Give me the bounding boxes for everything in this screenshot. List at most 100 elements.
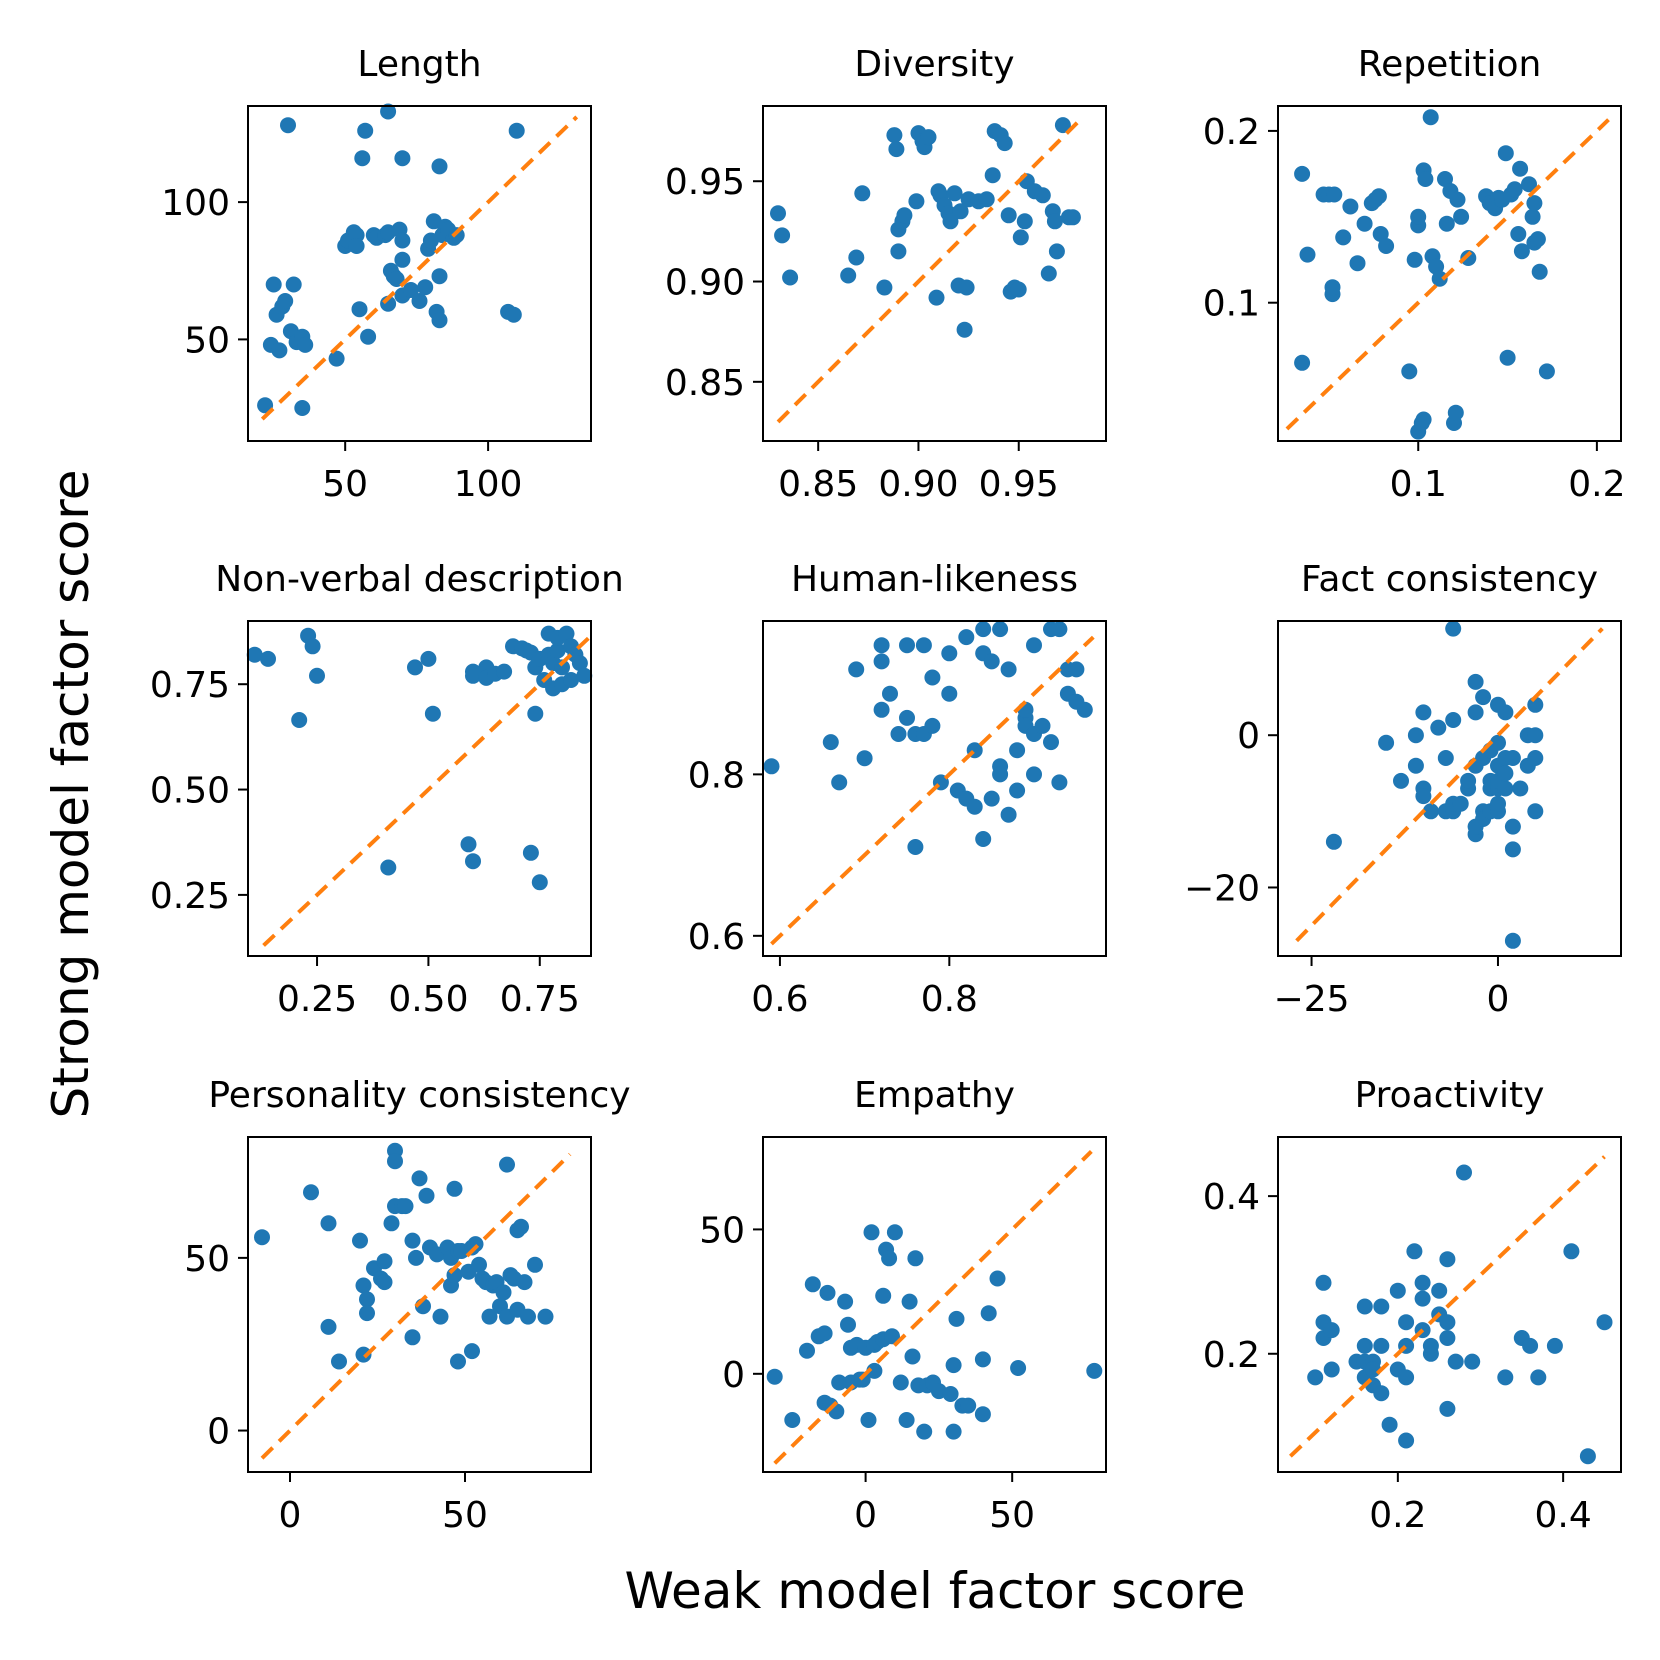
scatter-point bbox=[1452, 795, 1469, 812]
scatter-point bbox=[481, 1308, 498, 1325]
subplot-0: Length 50 100 50 100 bbox=[161, 44, 592, 505]
scatter-point bbox=[376, 1274, 393, 1291]
y-tick-label: 100 bbox=[161, 183, 230, 224]
scatter-points bbox=[1325, 620, 1544, 949]
scatter-point bbox=[411, 1170, 428, 1187]
scatter-point bbox=[958, 279, 975, 296]
scatter-point bbox=[1579, 1448, 1596, 1465]
scatter-point bbox=[989, 1270, 1006, 1287]
subplot-4: Human-likeness 0.6 0.8 0.6 0.8 bbox=[688, 559, 1107, 1020]
scatter-point bbox=[1342, 198, 1359, 215]
subplot-7: Empathy 0 50 0 50 bbox=[699, 1075, 1107, 1536]
scatter-point bbox=[558, 625, 575, 642]
x-tick-label: 50 bbox=[989, 1495, 1035, 1536]
scatter-point bbox=[952, 203, 969, 220]
scatter-point bbox=[1521, 176, 1537, 193]
scatter-point bbox=[1026, 766, 1042, 783]
scatter-point bbox=[1040, 265, 1057, 282]
x-tick-label: 0.1 bbox=[1390, 464, 1447, 505]
scatter-point bbox=[1349, 255, 1366, 272]
scatter-point bbox=[1398, 1314, 1415, 1331]
scatter-point bbox=[1504, 750, 1521, 766]
scatter-point bbox=[328, 350, 345, 367]
x-tick-label: 0 bbox=[854, 1495, 877, 1536]
y-tick-label: 0.1 bbox=[1203, 284, 1260, 325]
subplot-title: Empathy bbox=[854, 1075, 1015, 1116]
scatter-point bbox=[450, 1353, 466, 1370]
scatter-point bbox=[1499, 349, 1516, 366]
y-tick-label: 0.25 bbox=[150, 876, 230, 917]
scatter-point bbox=[271, 342, 288, 359]
scatter-point bbox=[303, 1184, 319, 1201]
scatter-point bbox=[360, 328, 377, 345]
scatter-point bbox=[1064, 209, 1081, 226]
scatter-point bbox=[424, 705, 441, 722]
scatter-point bbox=[854, 185, 871, 202]
scatter-point bbox=[966, 798, 983, 815]
scatter-point bbox=[1398, 1432, 1415, 1449]
axes-frame bbox=[1277, 1136, 1622, 1473]
scatter-point bbox=[1365, 1361, 1381, 1378]
scatter-point bbox=[945, 1423, 962, 1440]
scatter-point bbox=[840, 1316, 856, 1333]
y-tick-label: 0 bbox=[1237, 716, 1260, 757]
scatter-point bbox=[907, 1250, 924, 1267]
scatter-point bbox=[1497, 1369, 1514, 1386]
scatter-point bbox=[890, 726, 907, 742]
scatter-point bbox=[1512, 780, 1529, 797]
scatter-point bbox=[1453, 208, 1470, 225]
scatter-point bbox=[387, 1153, 403, 1170]
scatter-point bbox=[1407, 757, 1424, 774]
scatter-point bbox=[1356, 1298, 1373, 1315]
y-tick-label: 0 bbox=[207, 1412, 230, 1453]
axes-frame bbox=[762, 1136, 1107, 1473]
scatter-point bbox=[974, 1406, 991, 1423]
scatter-point bbox=[924, 669, 941, 686]
scatter-point bbox=[1445, 712, 1462, 728]
scatter-point bbox=[359, 1305, 375, 1322]
scatter-point bbox=[1048, 243, 1065, 260]
scatter-point bbox=[576, 667, 593, 684]
y-tick-label: 50 bbox=[184, 320, 230, 361]
scatter-point bbox=[246, 646, 263, 663]
scatter-point bbox=[916, 1423, 933, 1440]
scatter-point bbox=[1449, 191, 1466, 208]
scatter-point bbox=[1546, 1337, 1563, 1354]
scatter-point bbox=[1527, 727, 1544, 744]
axes-frame bbox=[762, 105, 1107, 442]
scatter-point bbox=[1497, 780, 1514, 797]
scatter-point bbox=[770, 205, 786, 222]
subplot-title: Personality consistency bbox=[208, 1075, 630, 1116]
scatter-point bbox=[1531, 263, 1548, 280]
scatter-point bbox=[884, 1328, 900, 1345]
scatter-point bbox=[1422, 109, 1439, 126]
scatter-point bbox=[467, 1236, 484, 1253]
scatter-point bbox=[320, 1318, 337, 1335]
scatter-point bbox=[1504, 932, 1521, 949]
scatter-point bbox=[1326, 186, 1343, 203]
scatter-point bbox=[892, 1374, 909, 1391]
y-tick-label: 0.75 bbox=[150, 665, 230, 706]
scatter-point bbox=[886, 127, 903, 144]
scatter-point bbox=[1596, 1314, 1613, 1331]
y-tick-label: 50 bbox=[184, 1239, 230, 1280]
scatter-point bbox=[465, 667, 481, 684]
scatter-point bbox=[355, 1277, 372, 1294]
subplot-title: Length bbox=[357, 44, 481, 85]
scatter-point bbox=[516, 1274, 533, 1291]
scatter-point bbox=[431, 268, 448, 285]
scatter-point bbox=[257, 397, 274, 414]
scatter-point bbox=[394, 232, 411, 249]
scatter-point bbox=[1323, 1322, 1340, 1339]
scatter-point bbox=[1527, 750, 1544, 766]
scatter-point bbox=[984, 167, 1001, 184]
subplot-5: Fact consistency −25 0 −20 0 bbox=[1184, 559, 1622, 1020]
scatter-point bbox=[417, 279, 434, 296]
scatter-point bbox=[907, 839, 924, 855]
scatter-point bbox=[888, 141, 905, 158]
scatter-point bbox=[915, 637, 932, 654]
scatter-points bbox=[766, 1224, 1103, 1440]
y-tick-label: 0.2 bbox=[1203, 112, 1260, 153]
scatter-point bbox=[355, 1346, 372, 1363]
